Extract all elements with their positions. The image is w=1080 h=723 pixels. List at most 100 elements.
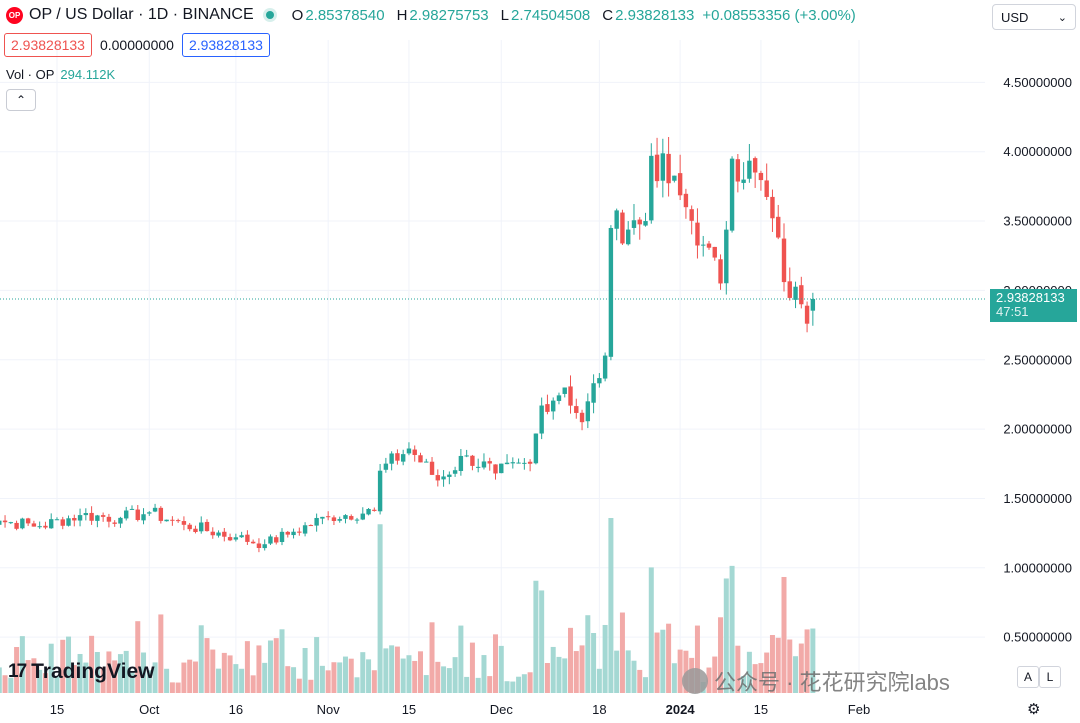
candle-body <box>407 449 411 454</box>
volume-bar <box>447 668 452 693</box>
candle-body <box>620 213 624 244</box>
candle-body <box>141 514 145 520</box>
candle-body <box>124 511 128 519</box>
chevron-down-icon: ⌄ <box>1058 5 1067 31</box>
volume-bar <box>360 652 365 693</box>
close-label: C <box>602 7 613 24</box>
candle-body <box>216 533 220 536</box>
auto-scale-button[interactable]: A <box>1017 666 1039 688</box>
x-tick-label: Feb <box>848 702 870 717</box>
spread-value: 0.00000000 <box>92 34 182 56</box>
bid-price-button[interactable]: 2.93828133 <box>4 33 92 57</box>
last-price-value: 2.93828133 <box>996 291 1077 305</box>
currency-value: USD <box>1001 10 1028 25</box>
x-tick-label: 16 <box>229 702 243 717</box>
volume-bar <box>580 645 585 693</box>
candle-body <box>701 245 705 246</box>
x-tick-label: Oct <box>139 702 160 717</box>
x-tick-label: Dec <box>490 702 514 717</box>
candle-body <box>459 456 463 471</box>
candle-body <box>20 519 24 529</box>
collapse-legend-button[interactable]: ⌃ <box>6 89 36 111</box>
candle-body <box>239 535 243 537</box>
candle-body <box>159 508 163 521</box>
volume-bar <box>470 643 475 693</box>
tradingview-logo[interactable]: 17 TradingView <box>8 660 154 684</box>
candle-body <box>349 516 353 520</box>
candle-body <box>187 525 191 529</box>
candle-body <box>26 518 30 523</box>
volume-bar <box>199 625 204 693</box>
volume-bar <box>510 682 515 693</box>
candle-body <box>14 523 18 529</box>
volume-bar <box>205 638 210 693</box>
candle-body <box>297 532 301 533</box>
candle-body <box>649 156 653 221</box>
volume-bar <box>626 650 631 693</box>
candle-body <box>268 536 272 543</box>
candle-body <box>72 518 76 520</box>
candle-body <box>55 519 59 520</box>
volume-bar <box>412 661 417 693</box>
candle-body <box>724 230 728 284</box>
candle-body <box>718 259 722 283</box>
candle-body <box>759 173 763 180</box>
candle-body <box>597 378 601 383</box>
volume-bar <box>516 677 521 693</box>
volume-bar <box>528 672 533 693</box>
x-tick-label: 15 <box>402 702 416 717</box>
close-value: 2.93828133 <box>615 7 694 24</box>
volume-bar <box>539 590 544 693</box>
candle-body <box>274 537 278 542</box>
volume-bar <box>349 659 354 693</box>
symbol-title[interactable]: OP / US Dollar · 1D · BINANCE <box>29 6 254 24</box>
candle-body <box>695 223 699 246</box>
candle-body <box>136 510 140 520</box>
candle-body <box>361 514 365 520</box>
volume-bar <box>406 655 411 693</box>
candle-body <box>707 244 711 248</box>
candle-body <box>418 455 422 462</box>
candle-body <box>286 532 290 535</box>
candle-body <box>118 518 122 524</box>
volume-bar <box>660 630 665 693</box>
op-logo: OP <box>6 7 23 24</box>
candle-body <box>493 464 497 473</box>
chevron-up-icon: ⌃ <box>16 93 26 107</box>
candle-body <box>372 510 376 511</box>
candle-body <box>436 475 440 480</box>
candle-body <box>666 154 670 183</box>
volume-bar <box>0 667 2 693</box>
candle-body <box>228 537 232 540</box>
volume-bar <box>331 662 336 693</box>
volume-bar <box>655 633 660 693</box>
volume-bar <box>551 647 556 693</box>
volume-bar <box>187 660 192 693</box>
candle-body <box>314 518 318 526</box>
volume-bar <box>314 637 319 693</box>
volume-bar <box>193 662 198 693</box>
volume-bar <box>499 646 504 693</box>
candle-body <box>338 519 342 521</box>
log-scale-button[interactable]: L <box>1039 666 1061 688</box>
y-tick-label: 3.50000000 <box>1003 214 1072 229</box>
volume-bar <box>608 518 613 693</box>
volume-bar <box>631 661 636 693</box>
ask-price-button[interactable]: 2.93828133 <box>182 33 270 57</box>
gear-icon[interactable]: ⚙ <box>1027 700 1040 718</box>
volume-bar <box>556 657 561 693</box>
candle-body <box>199 522 203 531</box>
candle-body <box>389 453 393 463</box>
volume-bar <box>181 663 186 693</box>
volume-bar <box>637 670 642 693</box>
market-status-icon[interactable] <box>266 11 274 19</box>
volume-bar <box>424 675 429 693</box>
candle-body <box>355 520 359 521</box>
candle-body <box>799 285 803 304</box>
candle-body <box>234 537 238 539</box>
y-tick-label: 2.00000000 <box>1003 422 1072 437</box>
volume-bar <box>285 666 290 693</box>
candle-body <box>366 509 370 514</box>
currency-select[interactable]: USD ⌄ <box>992 4 1076 30</box>
